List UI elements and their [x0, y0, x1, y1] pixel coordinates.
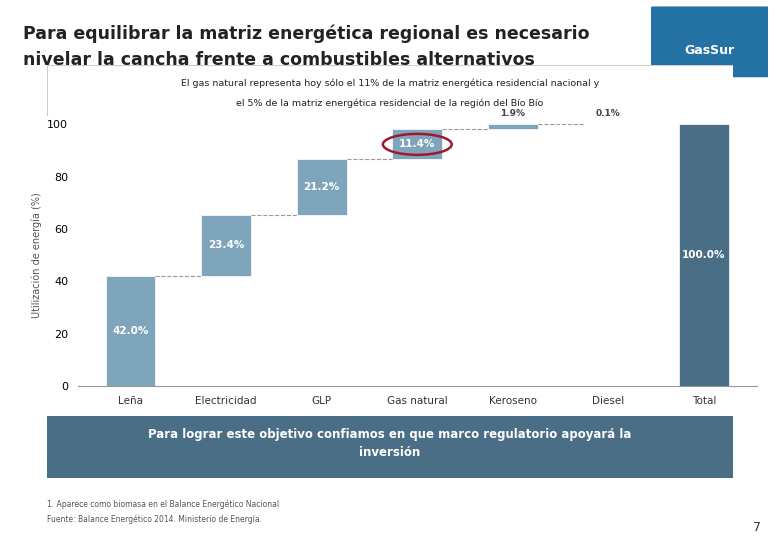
Bar [297, 159, 346, 215]
Text: Fuente: Balance Energético 2014. Ministerio de Energía.: Fuente: Balance Energético 2014. Ministe… [47, 514, 262, 524]
Bar [488, 124, 537, 130]
Text: 23.4%: 23.4% [208, 240, 244, 251]
FancyBboxPatch shape [647, 5, 771, 78]
Text: GasSur: GasSur [685, 44, 735, 57]
Text: Para equilibrar la matriz energética regional es necesario: Para equilibrar la matriz energética reg… [23, 24, 590, 43]
Text: 7: 7 [753, 521, 760, 534]
Text: 1.9%: 1.9% [501, 109, 526, 118]
Text: 21.2%: 21.2% [303, 182, 340, 192]
Text: nivelar la cancha frente a combustibles alternativos: nivelar la cancha frente a combustibles … [23, 51, 535, 69]
Bar [106, 276, 155, 386]
Text: Para lograr este objetivo confiamos en que marco regulatorio apoyará la
inversió: Para lograr este objetivo confiamos en q… [148, 428, 632, 459]
Text: 100.0%: 100.0% [682, 250, 725, 260]
Bar [392, 130, 442, 159]
Bar [679, 124, 729, 386]
Text: 0.1%: 0.1% [596, 109, 621, 118]
Text: 11.4%: 11.4% [399, 139, 435, 150]
Y-axis label: Utilización de energía (%): Utilización de energía (%) [31, 192, 41, 318]
Text: El gas natural representa hoy sólo el 11% de la matriz energética residencial na: El gas natural representa hoy sólo el 11… [181, 78, 599, 87]
Bar [201, 215, 251, 276]
Text: el 5% de la matriz energética residencial de la región del Bío Bío: el 5% de la matriz energética residencia… [236, 98, 544, 108]
Text: 1. Aparece como biomasa en el Balance Energético Nacional: 1. Aparece como biomasa en el Balance En… [47, 500, 279, 509]
Text: 42.0%: 42.0% [112, 326, 149, 336]
